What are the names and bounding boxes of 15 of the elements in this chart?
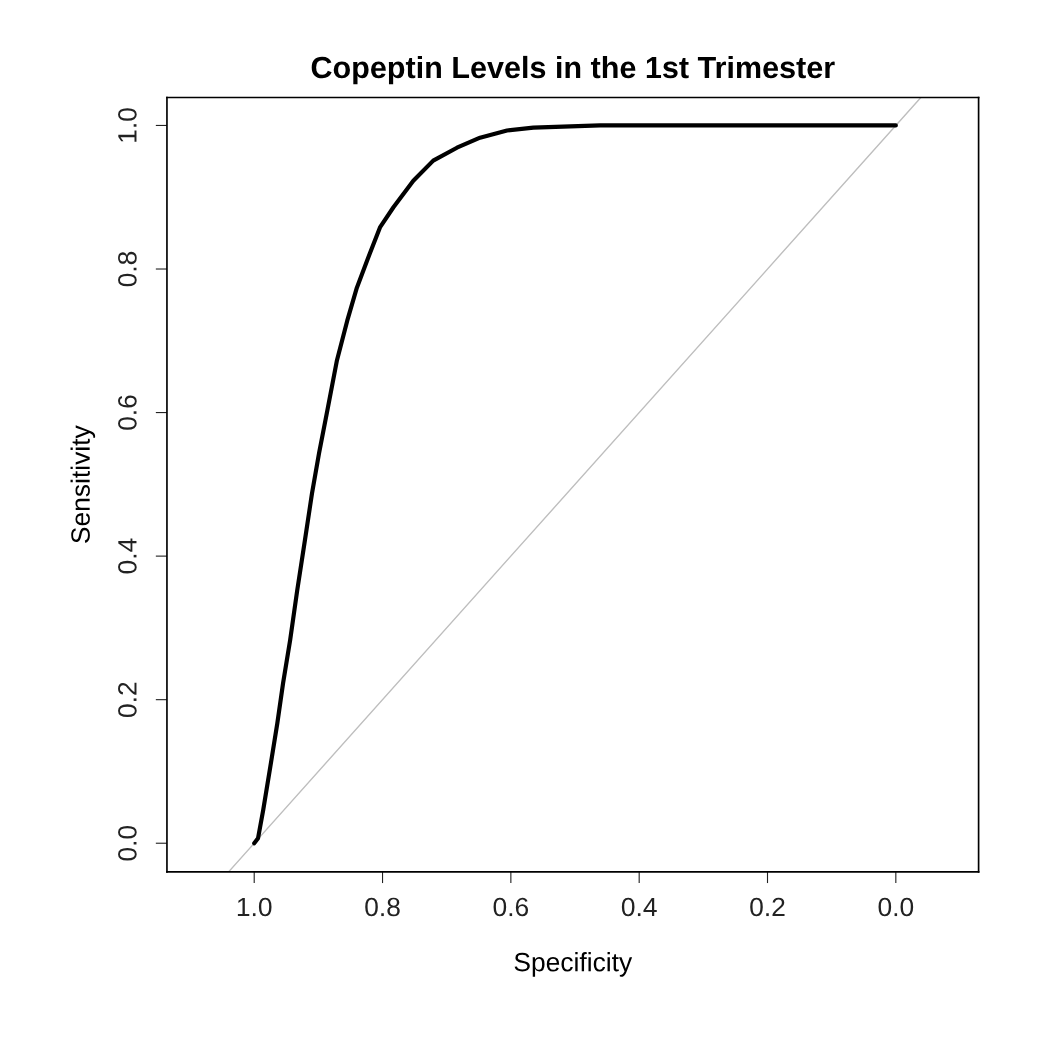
chart-title: Copeptin Levels in the 1st Trimester [311, 55, 835, 85]
x-axis-title: Specificity [514, 952, 633, 977]
x-tick-label: 0.0 [878, 897, 914, 917]
y-tick-label: 0.6 [118, 395, 137, 430]
x-tick-label: 1.0 [237, 897, 272, 917]
x-tick-label: 0.6 [493, 897, 529, 917]
y-tick-label: 0.4 [118, 538, 137, 574]
x-tick-label: 0.2 [750, 897, 785, 917]
x-tick-label: 0.4 [621, 897, 657, 917]
y-tick-label: 0.8 [118, 251, 137, 287]
y-tick-label: 0.2 [118, 682, 137, 717]
y-axis-title: Sensitivity [70, 425, 96, 543]
x-tick-label: 0.8 [365, 897, 400, 917]
y-tick-label: 0.0 [118, 825, 137, 861]
y-tick-label: 1.0 [118, 108, 137, 142]
